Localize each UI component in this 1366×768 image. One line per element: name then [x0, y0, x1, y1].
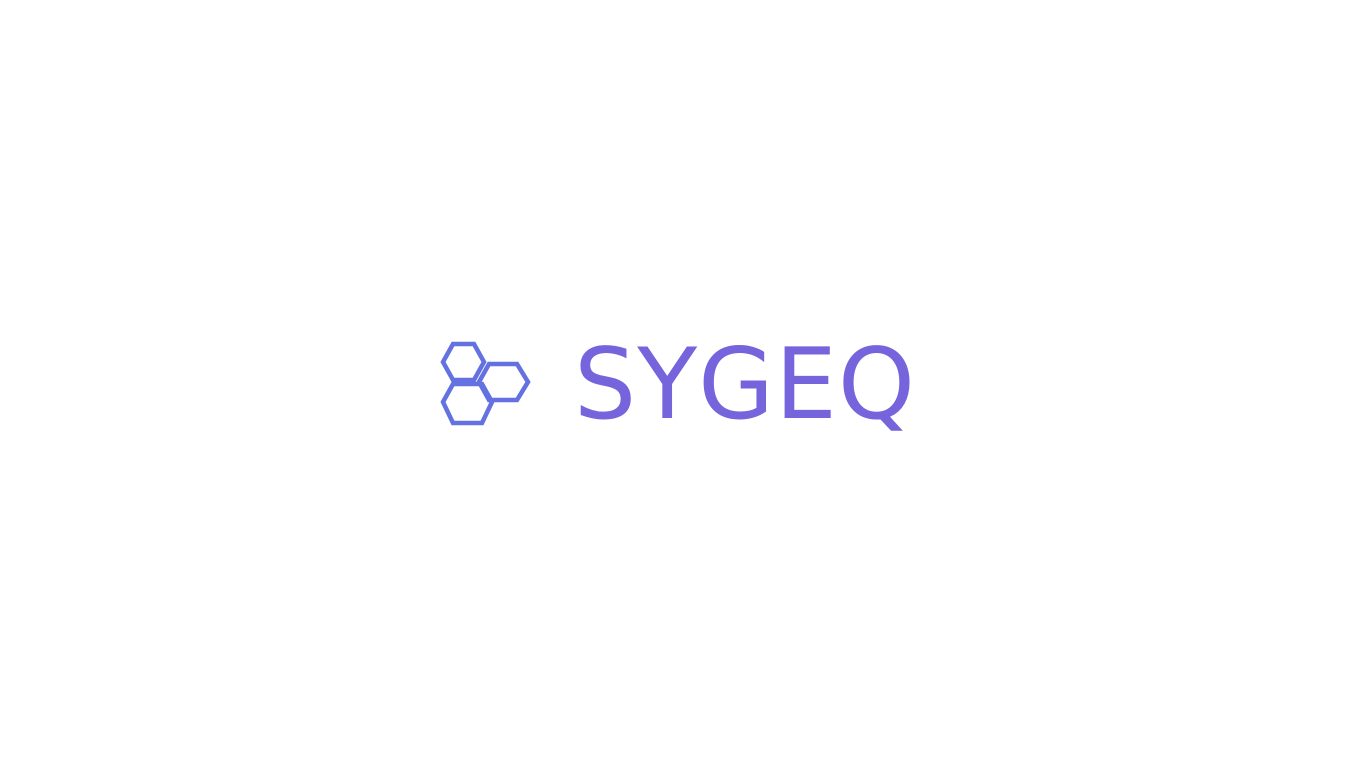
hexagon-cluster-icon	[440, 341, 531, 426]
brand-name: SYGEQ	[574, 328, 917, 442]
brand-logo: SYGEQ	[440, 330, 916, 440]
